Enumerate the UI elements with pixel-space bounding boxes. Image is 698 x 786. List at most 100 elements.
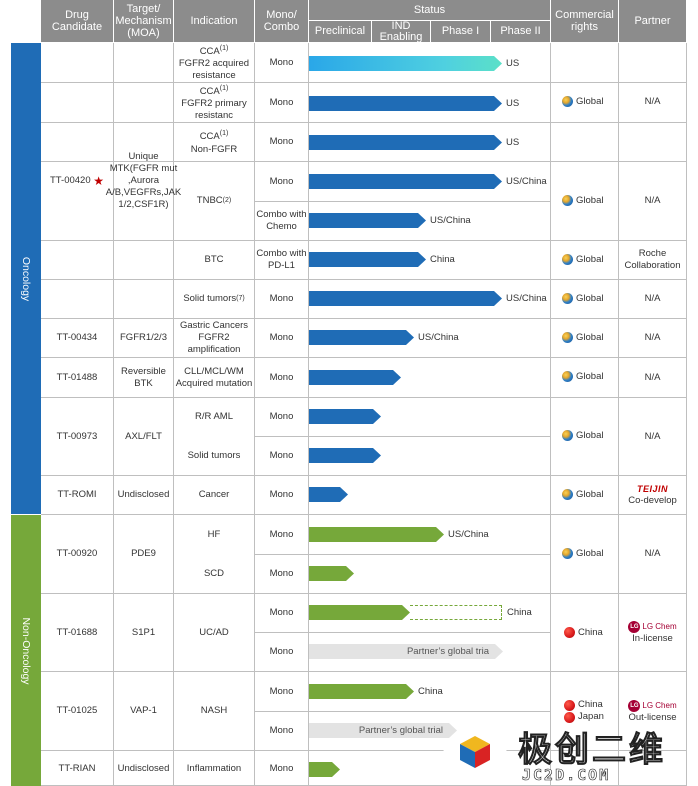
- progress-bar: [309, 684, 414, 699]
- drug-name: TT-01025: [56, 705, 98, 716]
- teijin-logo: TEIJIN: [636, 484, 668, 494]
- row-divider: [254, 554, 550, 555]
- indication-cell: Cancer: [198, 489, 230, 500]
- footnote-ref: (7): [236, 295, 245, 302]
- rights-china-japan: China Japan: [564, 699, 604, 723]
- rights-china: China: [564, 627, 603, 638]
- partner-na: N/A: [644, 96, 661, 107]
- region-label: US/China: [448, 529, 489, 540]
- indication-cell: Solid tumors (7): [174, 280, 254, 318]
- progress-bar: [309, 370, 401, 385]
- column-divider: [308, 43, 309, 786]
- mono-combo-cell: Mono: [269, 175, 294, 187]
- mono-combo-cell: Combo with PD-L1: [256, 248, 307, 271]
- region-label: China: [418, 686, 443, 697]
- progress-bar: [309, 135, 502, 150]
- mono-combo-cell: Mono: [269, 332, 294, 343]
- rights-text: Japan: [578, 711, 604, 722]
- header-phase-2: Phase II: [491, 21, 550, 42]
- rights-china-line: China: [564, 699, 603, 711]
- rights-global: Global: [562, 489, 603, 500]
- rights-global: Global: [562, 332, 603, 343]
- partner-roche: Roche Collaboration: [624, 248, 681, 271]
- lg-logo-text: LG Chem: [642, 621, 677, 631]
- header-partner: Partner: [619, 0, 686, 42]
- indication-cell: NASH: [200, 705, 228, 716]
- drug-name: TT-00434: [56, 332, 98, 343]
- header-ind-enabling: IND Enabling: [372, 20, 430, 42]
- section-oncology: Oncology: [11, 43, 41, 514]
- header-phase-1: Phase I: [431, 21, 490, 42]
- rights-text: China: [578, 699, 603, 710]
- lg-chem-logo: LG LG Chem: [628, 620, 677, 633]
- row-divider: [254, 201, 550, 202]
- region-label: US: [506, 98, 520, 109]
- indication-main: CCA: [199, 46, 220, 58]
- watermark-cn: 极创二维: [518, 730, 666, 771]
- mono-combo-cell: Mono: [269, 685, 294, 697]
- partner-na: N/A: [644, 371, 661, 383]
- rights-text: Global: [576, 430, 604, 441]
- drug-name-text: TT-00420: [49, 174, 91, 186]
- drug-target: Reversible BTK: [121, 365, 166, 389]
- drug-name: TT-01688: [56, 626, 98, 638]
- rights-text: China: [578, 627, 603, 638]
- mono-combo-cell: Mono: [269, 56, 294, 68]
- globe-icon: [562, 96, 573, 107]
- row-divider: [41, 318, 686, 319]
- globe-icon: [562, 489, 573, 500]
- indication-cell: CCA(1) Non-FGFR: [174, 123, 254, 161]
- rights-text: Global: [576, 96, 604, 107]
- china-flag-icon: [564, 627, 575, 638]
- indication-main: CCA: [199, 131, 220, 143]
- row-divider: [254, 436, 550, 437]
- row-divider: [41, 750, 686, 751]
- row-divider: [41, 279, 686, 280]
- rights-global: Global: [562, 96, 603, 107]
- drug-name: TT-RIAN: [58, 762, 96, 774]
- row-divider: [41, 82, 686, 83]
- row-divider: [41, 357, 686, 358]
- indication-cell: CCA(1) FGFR2 primary resistanc: [174, 83, 254, 122]
- region-label: US/China: [506, 293, 547, 304]
- mono-combo-cell: Mono: [269, 450, 294, 461]
- progress-bar: [309, 252, 426, 267]
- globe-icon: [562, 371, 573, 382]
- region-label: US: [506, 58, 520, 69]
- row-divider: [41, 671, 686, 672]
- indication-main: CCA: [199, 86, 220, 98]
- partner-lg: LG LG Chem In-license: [619, 594, 686, 671]
- header-target: Target/ Mechanism (MOA): [114, 0, 173, 42]
- region-label: China: [430, 254, 455, 265]
- indication-title: CCA(1): [200, 83, 229, 98]
- globe-icon: [562, 430, 573, 441]
- row-divider: [254, 632, 550, 633]
- rights-global: Global: [562, 293, 603, 304]
- rights-global: Global: [562, 254, 603, 265]
- drug-name: TT-01488: [56, 371, 98, 383]
- header-drug-candidate: Drug Candidate: [41, 0, 113, 42]
- mono-combo-cell: Mono: [269, 646, 294, 657]
- watermark: 极创二维 JC2D.COM: [440, 718, 690, 786]
- progress-bar: [309, 96, 502, 111]
- header-mono-combo: Mono/ Combo: [255, 0, 308, 42]
- rights-text: Global: [576, 293, 604, 304]
- indication-cell: Solid tumors: [187, 450, 241, 461]
- row-divider: [41, 475, 686, 476]
- mono-combo-cell: Combo with Chemo: [256, 209, 307, 232]
- planned-progress-bar: [410, 605, 502, 620]
- partner-na: N/A: [644, 548, 661, 559]
- globe-icon: [562, 293, 573, 304]
- rights-text: Global: [576, 254, 604, 265]
- rights-global: Global: [562, 430, 603, 441]
- lg-chem-logo: LG LG Chem: [628, 700, 677, 712]
- region-label: US/China: [506, 176, 547, 187]
- indication-cell: HF: [207, 528, 221, 540]
- mono-combo-cell: Mono: [269, 762, 294, 774]
- indication-cell: R/R AML: [194, 411, 233, 422]
- indication-cell: Inflammation: [186, 762, 242, 774]
- column-divider: [173, 43, 174, 786]
- partner-teijin: TEIJIN Co-develop: [619, 476, 686, 514]
- partner-text: Out-license: [628, 712, 677, 723]
- row-divider: [254, 711, 550, 712]
